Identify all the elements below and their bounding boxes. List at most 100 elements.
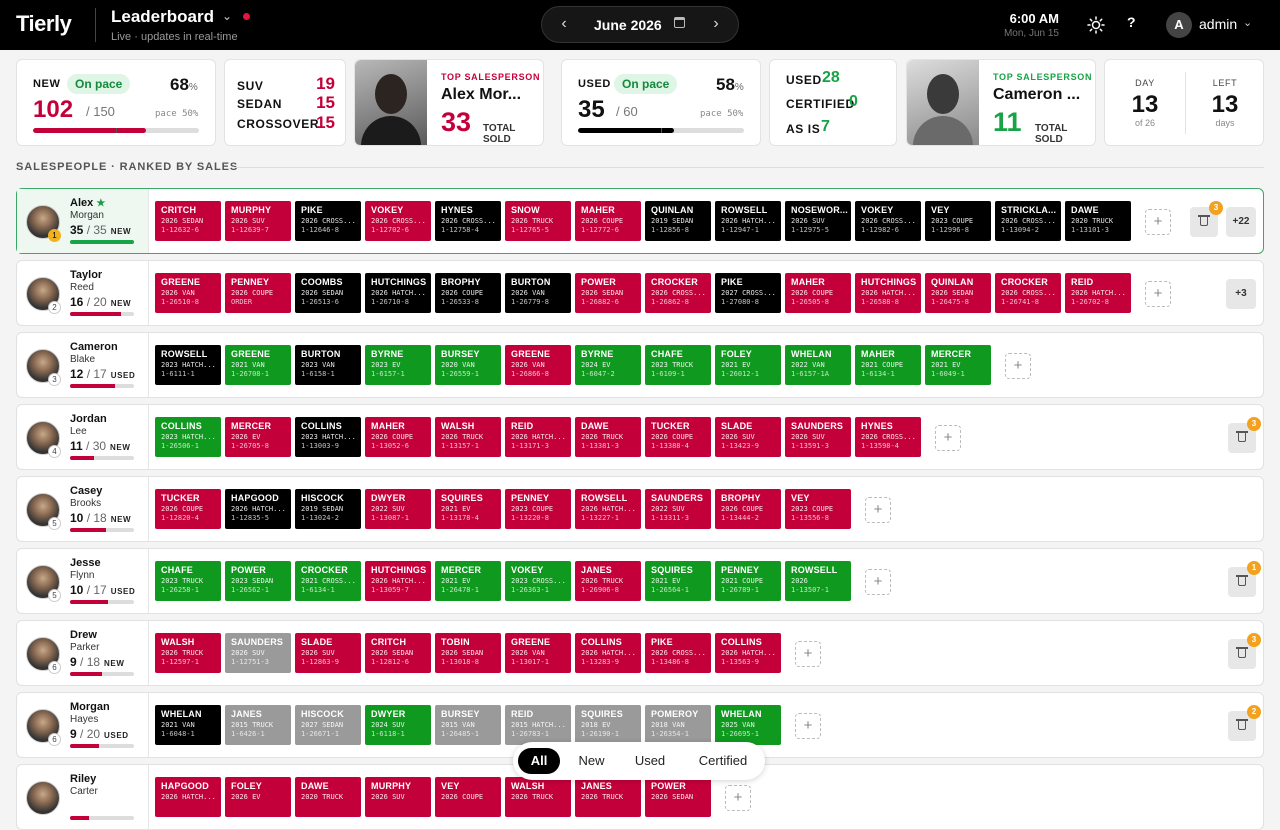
deal-card[interactable]: TUCKER 2026 COUPE 1-13388-4 [645,417,711,457]
add-deal-button[interactable]: + [1005,353,1031,379]
deal-card[interactable]: ROWSELL 2023 HATCH... 1-6111-1 [155,345,221,385]
deal-card[interactable]: SLADE 2026 SUV 1-12863-9 [295,633,361,673]
deal-card[interactable]: POWER 2026 SEDAN [645,777,711,817]
deal-card[interactable]: WALSH 2026 TRUCK 1-12597-1 [155,633,221,673]
deal-card[interactable]: MAHER 2026 COUPE 1-12772-6 [575,201,641,241]
deal-card[interactable]: BYRNE 2023 EV 1-6157-1 [365,345,431,385]
salesperson-row[interactable]: 5 Jesse Flynn 10 / 17 USED CHAFE 2023 TRUCK 1-… [16,548,1264,614]
deal-card[interactable]: REID 2026 HATCH... 1-26702-8 [1065,273,1131,313]
more-deals-button[interactable]: +3 [1226,279,1256,309]
deal-card[interactable]: VEY 2023 COUPE 1-13556-8 [785,489,851,529]
deal-card[interactable]: PIKE 2026 CROSS... 1-12646-8 [295,201,361,241]
salesperson-info[interactable]: 4 Jordan Lee 11 / 30 NEW [17,405,149,469]
deal-card[interactable]: QUINLAN 2026 SEDAN 1-26475-8 [925,273,991,313]
deal-card[interactable]: PENNEY 2026 COUPE ORDER [225,273,291,313]
salesperson-row[interactable]: 5 Casey Brooks 10 / 18 NEW TUCKER 2026 COUPE 1… [16,476,1264,542]
deal-card[interactable]: FOLEY 2026 EV [225,777,291,817]
deal-card[interactable]: JANES 2026 TRUCK [575,777,641,817]
app-logo[interactable]: Tierly [16,11,72,36]
help-icon[interactable]: ? [1127,14,1136,30]
salesperson-info[interactable]: 1 Alex ★ Morgan 35 / 35 NEW [17,189,149,253]
deal-card[interactable]: WHELAN 2025 VAN 1-26695-1 [715,705,781,745]
deal-card[interactable]: TOBIN 2026 SEDAN 1-13018-8 [435,633,501,673]
more-deals-button[interactable]: +22 [1226,207,1256,237]
deal-card[interactable]: COOMBS 2026 SEDAN 1-26513-6 [295,273,361,313]
deal-card[interactable]: GREENE 2026 VAN 1-26866-8 [505,345,571,385]
deal-card[interactable]: MERCER 2021 EV 1-6049-1 [925,345,991,385]
deal-card[interactable]: WALSH 2026 TRUCK 1-13157-1 [435,417,501,457]
deal-card[interactable]: SQUIRES 2021 EV 1-13178-4 [435,489,501,529]
deal-card[interactable]: STRICKLA... 2026 CROSS... 1-13094-2 [995,201,1061,241]
chevron-down-icon[interactable]: ⌄ [222,9,233,23]
add-deal-button[interactable]: + [865,497,891,523]
deal-card[interactable]: BROPHY 2026 COUPE 1-26533-8 [435,273,501,313]
salesperson-row[interactable]: 2 Taylor Reed 16 / 20 NEW GREENE 2026 VAN 1-26… [16,260,1264,326]
deal-card[interactable]: REID 2026 HATCH... 1-13171-3 [505,417,571,457]
deal-card[interactable]: PIKE 2026 CROSS... 1-13486-8 [645,633,711,673]
deal-card[interactable]: BYRNE 2024 EV 1-6047-2 [575,345,641,385]
deal-card[interactable]: BROPHY 2026 COUPE 1-13444-2 [715,489,781,529]
deal-card[interactable]: VOKEY 2023 CROSS... 1-26363-1 [505,561,571,601]
salesperson-row[interactable]: 1 Alex ★ Morgan 35 / 35 NEW CRITCH 2026 SEDAN 1… [16,188,1264,254]
deal-card[interactable]: MAHER 2026 COUPE 1-26505-8 [785,273,851,313]
salesperson-info[interactable]: Riley Carter [17,765,149,829]
deal-card[interactable]: COLLINS 2026 HATCH... 1-13563-9 [715,633,781,673]
salesperson-row[interactable]: 4 Jordan Lee 11 / 30 NEW COLLINS 2023 HATCH..… [16,404,1264,470]
deal-card[interactable]: SQUIRES 2021 EV 1-26564-1 [645,561,711,601]
deal-card[interactable]: BURTON 2023 VAN 1-6158-1 [295,345,361,385]
deal-card[interactable]: MAHER 2026 COUPE 1-13052-6 [365,417,431,457]
deal-card[interactable]: CHAFE 2023 TRUCK 1-26258-1 [155,561,221,601]
deal-card[interactable]: QUINLAN 2019 SEDAN 1-12856-8 [645,201,711,241]
chevron-down-icon[interactable]: ⌄ [1243,17,1253,29]
deal-card[interactable]: HUTCHINGS 2026 HATCH... 1-26588-8 [855,273,921,313]
trash-icon[interactable]: 1 [1228,561,1261,597]
trash-icon[interactable]: 3 [1228,633,1261,669]
deal-card[interactable]: PIKE 2027 CROSS... 1-27080-8 [715,273,781,313]
deal-card[interactable]: CRITCH 2026 SEDAN 1-12632-6 [155,201,221,241]
add-deal-button[interactable]: + [725,785,751,811]
user-name[interactable]: admin [1199,16,1238,32]
deal-card[interactable]: SNOW 2026 TRUCK 1-12765-5 [505,201,571,241]
deal-card[interactable]: PENNEY 2021 COUPE 1-26789-1 [715,561,781,601]
deal-card[interactable]: CROCKER 2026 CROSS... 1-26741-8 [995,273,1061,313]
top-new-salesperson-card[interactable]: TOP SALESPERSON Alex Mor... 33 TOTAL SOL… [354,59,544,146]
deal-card[interactable]: DWYER 2022 SUV 1-13087-1 [365,489,431,529]
salesperson-row[interactable]: 6 Drew Parker 9 / 18 NEW WALSH 2026 TRUCK 1-12… [16,620,1264,686]
deal-card[interactable]: SLADE 2026 SUV 1-13423-9 [715,417,781,457]
deal-card[interactable]: SQUIRES 2018 EV 1-26190-1 [575,705,641,745]
chevron-left-icon[interactable]: ‹ [561,15,567,32]
deal-card[interactable]: WALSH 2026 TRUCK [505,777,571,817]
deal-card[interactable]: SAUNDERS 2022 SUV 1-13311-3 [645,489,711,529]
deal-card[interactable]: CROCKER 2021 CROSS... 1-6134-1 [295,561,361,601]
deal-card[interactable]: FOLEY 2021 EV 1-26012-1 [715,345,781,385]
deal-card[interactable]: DAWE 2026 TRUCK 1-13381-3 [575,417,641,457]
deal-card[interactable]: PENNEY 2023 COUPE 1-13220-8 [505,489,571,529]
deal-card[interactable]: BURTON 2026 VAN 1-26779-8 [505,273,571,313]
deal-card[interactable]: ROWSELL 2026 1-13507-1 [785,561,851,601]
deal-card[interactable]: DAWE 2020 TRUCK 1-13101-3 [1065,201,1131,241]
deal-card[interactable]: MURPHY 2026 SUV [365,777,431,817]
user-avatar[interactable]: A [1166,12,1192,38]
deal-card[interactable]: COLLINS 2026 HATCH... 1-13283-9 [575,633,641,673]
month-label[interactable]: June 2026 [594,17,662,33]
add-deal-button[interactable]: + [935,425,961,451]
salesperson-info[interactable]: 5 Jesse Flynn 10 / 17 USED [17,549,149,613]
deal-card[interactable]: POWER 2026 SEDAN 1-26882-6 [575,273,641,313]
deal-card[interactable]: SAUNDERS 2026 SUV 1-13591-3 [785,417,851,457]
trash-icon[interactable]: 3 [1190,201,1223,237]
add-deal-button[interactable]: + [1145,209,1171,235]
salesperson-info[interactable]: 3 Cameron Blake 12 / 17 USED [17,333,149,397]
deal-card[interactable]: CRITCH 2026 SEDAN 1-12812-6 [365,633,431,673]
deal-card[interactable]: JANES 2026 TRUCK 1-26906-8 [575,561,641,601]
chevron-right-icon[interactable]: › [713,15,719,32]
add-deal-button[interactable]: + [795,713,821,739]
filter-all-button[interactable]: All [518,748,560,774]
deal-card[interactable]: DWYER 2024 SUV 1-6118-1 [365,705,431,745]
board-selector[interactable]: Leaderboard [111,7,214,26]
deal-card[interactable]: ROWSELL 2026 HATCH... 1-13227-1 [575,489,641,529]
deal-card[interactable]: HISCOCK 2027 SEDAN 1-26671-1 [295,705,361,745]
deal-card[interactable]: HUTCHINGS 2026 HATCH... 1-26710-8 [365,273,431,313]
deal-card[interactable]: COLLINS 2023 HATCH... 1-13003-9 [295,417,361,457]
filter-certified-button[interactable]: Certified [698,753,748,768]
deal-card[interactable]: GREENE 2021 VAN 1-26708-1 [225,345,291,385]
